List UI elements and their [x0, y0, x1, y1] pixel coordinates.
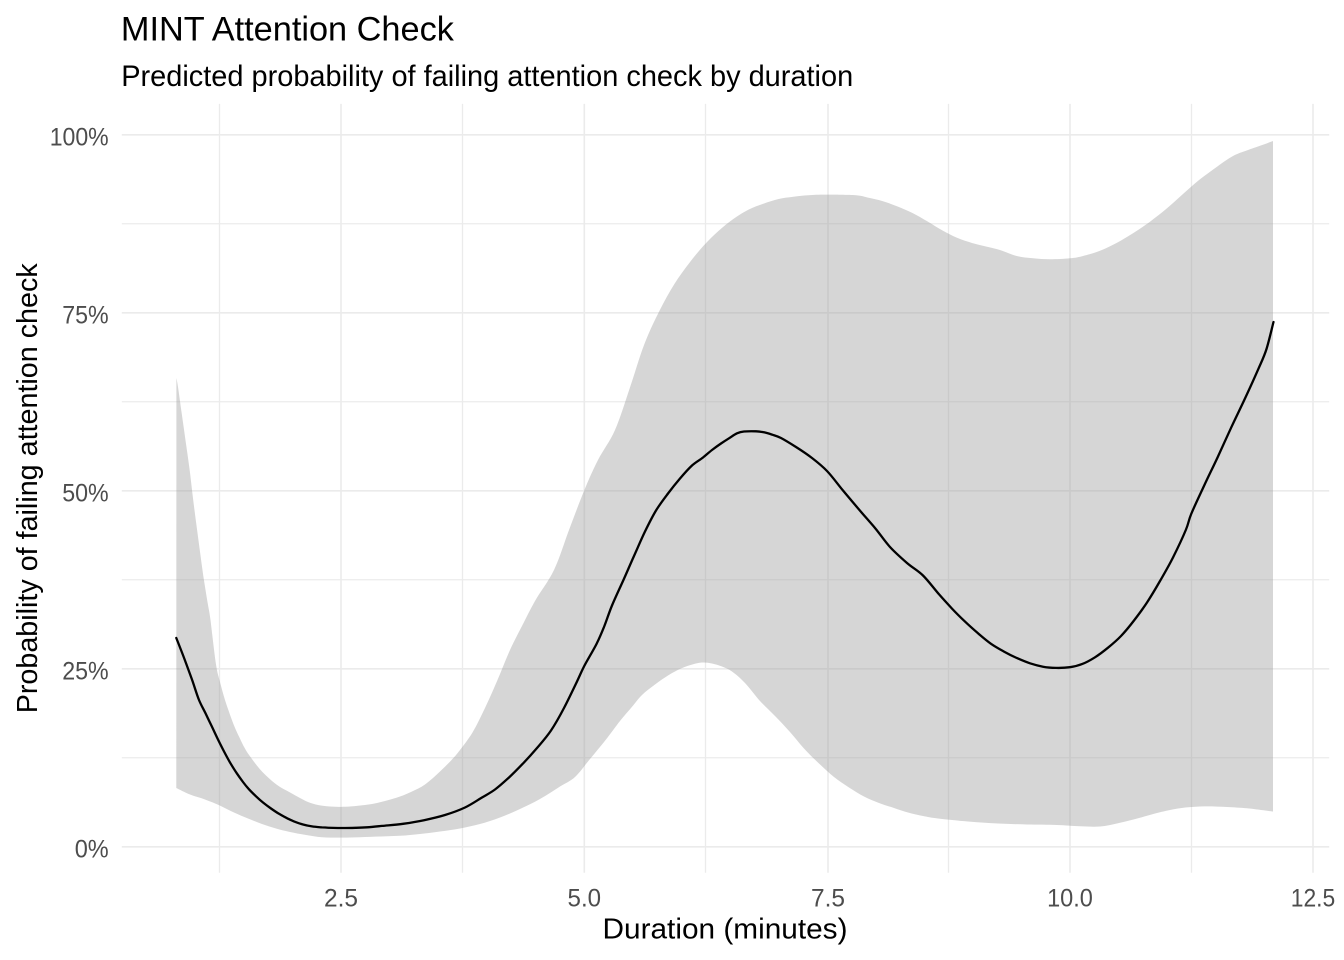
- svg-text:Duration (minutes): Duration (minutes): [603, 913, 848, 945]
- svg-text:12.5: 12.5: [1291, 885, 1336, 912]
- svg-text:5.0: 5.0: [568, 885, 602, 912]
- svg-text:25%: 25%: [62, 658, 109, 685]
- svg-text:Predicted probability of faili: Predicted probability of failing attenti…: [121, 60, 853, 93]
- svg-text:7.5: 7.5: [811, 885, 845, 912]
- svg-text:100%: 100%: [50, 124, 109, 151]
- svg-text:MINT Attention Check: MINT Attention Check: [121, 11, 455, 49]
- svg-text:75%: 75%: [62, 302, 109, 329]
- svg-text:0%: 0%: [75, 836, 109, 863]
- svg-text:Probability of failing attenti: Probability of failing attention check: [12, 263, 44, 714]
- svg-text:50%: 50%: [62, 480, 109, 507]
- svg-text:2.5: 2.5: [324, 885, 358, 912]
- svg-text:10.0: 10.0: [1047, 885, 1093, 912]
